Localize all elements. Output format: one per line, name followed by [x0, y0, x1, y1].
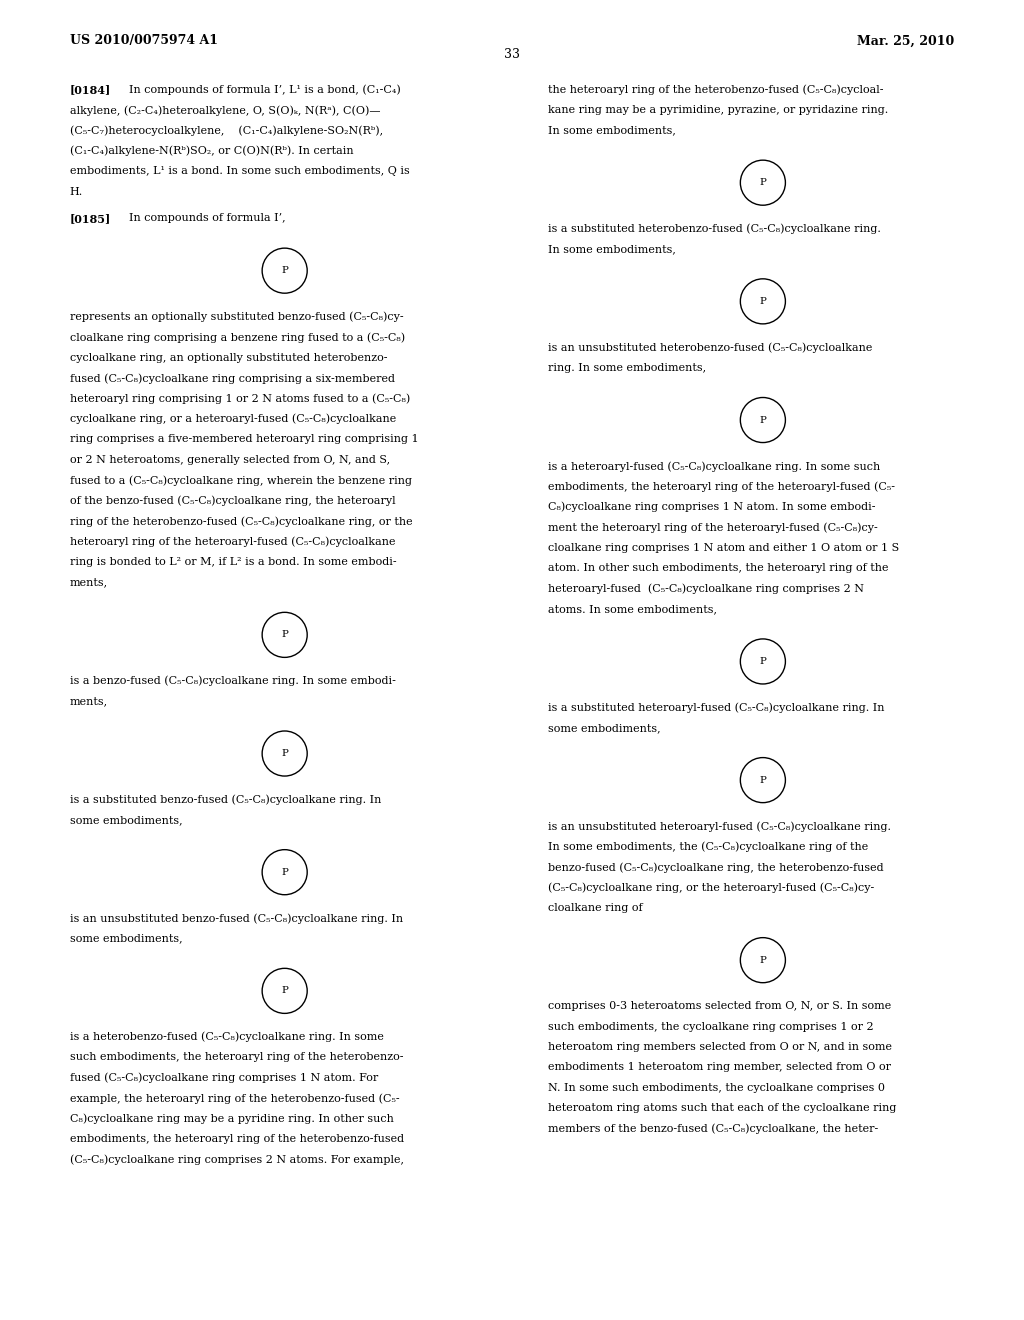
Text: of the benzo-fused (C₅-C₈)cycloalkane ring, the heteroaryl: of the benzo-fused (C₅-C₈)cycloalkane ri…: [70, 496, 395, 507]
Text: is a heterobenzo-fused (C₅-C₈)cycloalkane ring. In some: is a heterobenzo-fused (C₅-C₈)cycloalkan…: [70, 1032, 384, 1043]
Text: H.: H.: [70, 186, 83, 197]
Text: (C₅-C₇)heterocycloalkylene,    (C₁-C₄)alkylene-SO₂N(Rᵇ),: (C₅-C₇)heterocycloalkylene, (C₁-C₄)alkyl…: [70, 125, 383, 136]
Text: embodiments, L¹ is a bond. In some such embodiments, Q is: embodiments, L¹ is a bond. In some such …: [70, 166, 410, 177]
Text: In compounds of formula I’, L¹ is a bond, (C₁-C₄): In compounds of formula I’, L¹ is a bond…: [129, 84, 400, 95]
Text: P: P: [760, 416, 766, 425]
Text: ments,: ments,: [70, 578, 108, 587]
Text: In compounds of formula I’,: In compounds of formula I’,: [129, 214, 286, 223]
Text: the heteroaryl ring of the heterobenzo-fused (C₅-C₈)cycloal-: the heteroaryl ring of the heterobenzo-f…: [548, 84, 884, 95]
Text: some embodiments,: some embodiments,: [70, 814, 182, 825]
Text: Mar. 25, 2010: Mar. 25, 2010: [857, 34, 954, 48]
Text: In some embodiments,: In some embodiments,: [548, 244, 676, 253]
Text: ments,: ments,: [70, 696, 108, 706]
Text: is a substituted heteroaryl-fused (C₅-C₈)cycloalkane ring. In: is a substituted heteroaryl-fused (C₅-C₈…: [548, 702, 885, 713]
Text: is a substituted heterobenzo-fused (C₅-C₈)cycloalkane ring.: is a substituted heterobenzo-fused (C₅-C…: [548, 223, 881, 234]
Text: heteroaryl ring of the heteroaryl-fused (C₅-C₈)cycloalkane: heteroaryl ring of the heteroaryl-fused …: [70, 537, 395, 548]
Text: heteroatom ring members selected from O or N, and in some: heteroatom ring members selected from O …: [548, 1041, 892, 1052]
Text: US 2010/0075974 A1: US 2010/0075974 A1: [70, 34, 218, 48]
Text: P: P: [760, 657, 766, 667]
Text: embodiments 1 heteroatom ring member, selected from O or: embodiments 1 heteroatom ring member, se…: [548, 1063, 891, 1072]
Text: ring is bonded to L² or M, if L² is a bond. In some embodi-: ring is bonded to L² or M, if L² is a bo…: [70, 557, 396, 568]
Text: heteroaryl ring comprising 1 or 2 N atoms fused to a (C₅-C₈): heteroaryl ring comprising 1 or 2 N atom…: [70, 393, 410, 404]
Text: (C₅-C₈)cycloalkane ring, or the heteroaryl-fused (C₅-C₈)cy-: (C₅-C₈)cycloalkane ring, or the heteroar…: [548, 882, 874, 894]
Text: heteroaryl-fused  (C₅-C₈)cycloalkane ring comprises 2 N: heteroaryl-fused (C₅-C₈)cycloalkane ring…: [548, 583, 864, 594]
Text: P: P: [282, 631, 288, 639]
Text: P: P: [760, 956, 766, 965]
Text: (C₅-C₈)cycloalkane ring comprises 2 N atoms. For example,: (C₅-C₈)cycloalkane ring comprises 2 N at…: [70, 1155, 403, 1166]
Text: heteroatom ring atoms such that each of the cycloalkane ring: heteroatom ring atoms such that each of …: [548, 1104, 896, 1113]
Text: P: P: [282, 986, 288, 995]
Text: P: P: [760, 776, 766, 784]
Text: (C₁-C₄)alkylene-N(Rᵇ)SO₂, or C(O)N(Rᵇ). In certain: (C₁-C₄)alkylene-N(Rᵇ)SO₂, or C(O)N(Rᵇ). …: [70, 145, 353, 157]
Text: ring comprises a five-membered heteroaryl ring comprising 1: ring comprises a five-membered heteroary…: [70, 434, 418, 445]
Text: [0185]: [0185]: [70, 214, 111, 224]
Text: example, the heteroaryl ring of the heterobenzo-fused (C₅-: example, the heteroaryl ring of the hete…: [70, 1093, 399, 1104]
Text: ring. In some embodiments,: ring. In some embodiments,: [548, 363, 706, 372]
Text: P: P: [282, 867, 288, 876]
Text: alkylene, (C₂-C₄)heteroalkylene, O, S(O)ₖ, N(Rᵃ), C(O)—: alkylene, (C₂-C₄)heteroalkylene, O, S(O)…: [70, 104, 380, 116]
Text: ment the heteroaryl ring of the heteroaryl-fused (C₅-C₈)cy-: ment the heteroaryl ring of the heteroar…: [548, 523, 878, 533]
Text: such embodiments, the cycloalkane ring comprises 1 or 2: such embodiments, the cycloalkane ring c…: [548, 1022, 873, 1031]
Text: is a heteroaryl-fused (C₅-C₈)cycloalkane ring. In some such: is a heteroaryl-fused (C₅-C₈)cycloalkane…: [548, 461, 880, 471]
Text: P: P: [282, 267, 288, 275]
Text: ring of the heterobenzo-fused (C₅-C₈)cycloalkane ring, or the: ring of the heterobenzo-fused (C₅-C₈)cyc…: [70, 516, 413, 527]
Text: fused to a (C₅-C₈)cycloalkane ring, wherein the benzene ring: fused to a (C₅-C₈)cycloalkane ring, wher…: [70, 475, 412, 486]
Text: P: P: [760, 178, 766, 187]
Text: some embodiments,: some embodiments,: [70, 933, 182, 944]
Text: [0184]: [0184]: [70, 84, 111, 95]
Text: P: P: [282, 748, 288, 758]
Text: some embodiments,: some embodiments,: [548, 723, 660, 733]
Text: kane ring may be a pyrimidine, pyrazine, or pyridazine ring.: kane ring may be a pyrimidine, pyrazine,…: [548, 104, 888, 115]
Text: benzo-fused (C₅-C₈)cycloalkane ring, the heterobenzo-fused: benzo-fused (C₅-C₈)cycloalkane ring, the…: [548, 862, 884, 873]
Text: or 2 N heteroatoms, generally selected from O, N, and S,: or 2 N heteroatoms, generally selected f…: [70, 455, 390, 465]
Text: C₈)cycloalkane ring may be a pyridine ring. In other such: C₈)cycloalkane ring may be a pyridine ri…: [70, 1114, 393, 1125]
Text: is a benzo-fused (C₅-C₈)cycloalkane ring. In some embodi-: is a benzo-fused (C₅-C₈)cycloalkane ring…: [70, 676, 395, 686]
Text: atoms. In some embodiments,: atoms. In some embodiments,: [548, 605, 717, 614]
Text: is an unsubstituted benzo-fused (C₅-C₈)cycloalkane ring. In: is an unsubstituted benzo-fused (C₅-C₈)c…: [70, 913, 402, 924]
Text: cloalkane ring comprising a benzene ring fused to a (C₅-C₈): cloalkane ring comprising a benzene ring…: [70, 333, 404, 343]
Text: is a substituted benzo-fused (C₅-C₈)cycloalkane ring. In: is a substituted benzo-fused (C₅-C₈)cycl…: [70, 795, 381, 805]
Text: P: P: [760, 297, 766, 306]
Text: embodiments, the heteroaryl ring of the heteroaryl-fused (C₅-: embodiments, the heteroaryl ring of the …: [548, 482, 895, 492]
Text: members of the benzo-fused (C₅-C₈)cycloalkane, the heter-: members of the benzo-fused (C₅-C₈)cycloa…: [548, 1123, 879, 1134]
Text: is an unsubstituted heterobenzo-fused (C₅-C₈)cycloalkane: is an unsubstituted heterobenzo-fused (C…: [548, 342, 872, 352]
Text: embodiments, the heteroaryl ring of the heterobenzo-fused: embodiments, the heteroaryl ring of the …: [70, 1134, 403, 1144]
Text: comprises 0-3 heteroatoms selected from O, N, or S. In some: comprises 0-3 heteroatoms selected from …: [548, 1001, 891, 1011]
Text: fused (C₅-C₈)cycloalkane ring comprising a six-membered: fused (C₅-C₈)cycloalkane ring comprising…: [70, 374, 394, 384]
Text: N. In some such embodiments, the cycloalkane comprises 0: N. In some such embodiments, the cycloal…: [548, 1082, 885, 1093]
Text: cloalkane ring comprises 1 N atom and either 1 O atom or 1 S: cloalkane ring comprises 1 N atom and ei…: [548, 543, 899, 553]
Text: 33: 33: [504, 48, 520, 61]
Text: cloalkane ring of: cloalkane ring of: [548, 903, 642, 913]
Text: fused (C₅-C₈)cycloalkane ring comprises 1 N atom. For: fused (C₅-C₈)cycloalkane ring comprises …: [70, 1073, 378, 1084]
Text: cycloalkane ring, an optionally substituted heterobenzo-: cycloalkane ring, an optionally substitu…: [70, 352, 387, 363]
Text: cycloalkane ring, or a heteroaryl-fused (C₅-C₈)cycloalkane: cycloalkane ring, or a heteroaryl-fused …: [70, 414, 396, 425]
Text: In some embodiments,: In some embodiments,: [548, 125, 676, 136]
Text: such embodiments, the heteroaryl ring of the heterobenzo-: such embodiments, the heteroaryl ring of…: [70, 1052, 403, 1063]
Text: is an unsubstituted heteroaryl-fused (C₅-C₈)cycloalkane ring.: is an unsubstituted heteroaryl-fused (C₅…: [548, 821, 891, 832]
Text: atom. In other such embodiments, the heteroaryl ring of the: atom. In other such embodiments, the het…: [548, 564, 889, 573]
Text: represents an optionally substituted benzo-fused (C₅-C₈)cy-: represents an optionally substituted ben…: [70, 312, 403, 322]
Text: In some embodiments, the (C₅-C₈)cycloalkane ring of the: In some embodiments, the (C₅-C₈)cycloalk…: [548, 841, 868, 853]
Text: C₈)cycloalkane ring comprises 1 N atom. In some embodi-: C₈)cycloalkane ring comprises 1 N atom. …: [548, 502, 876, 512]
